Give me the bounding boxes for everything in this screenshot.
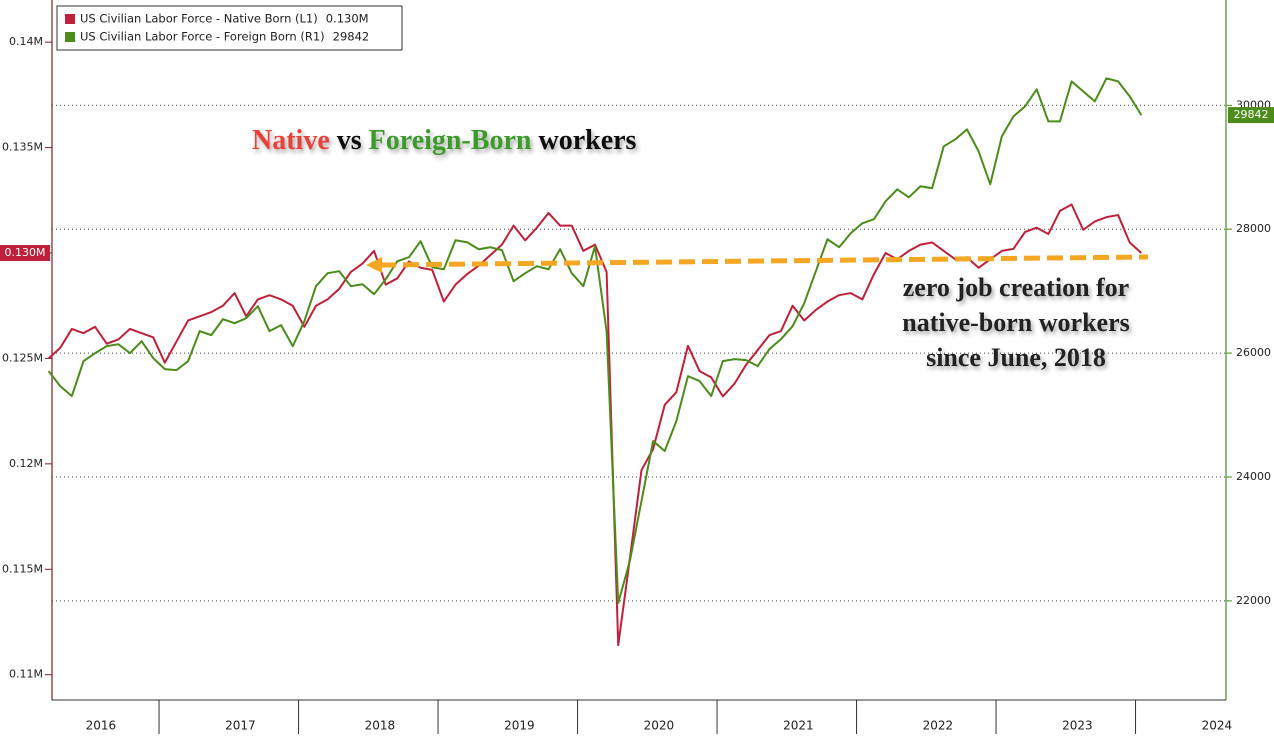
title-word: vs	[337, 125, 362, 156]
grid	[45, 41, 1232, 734]
title-word: workers	[538, 125, 636, 156]
y-tick-label: 0.12M	[9, 457, 43, 470]
x-tick-label: 2022	[923, 719, 954, 733]
y2-tick-label: 28000	[1236, 222, 1271, 235]
y-tick-label: 0.135M	[2, 141, 43, 154]
title-word: Native	[252, 125, 330, 156]
x-tick-label: 2019	[504, 719, 535, 733]
y2-tick-label: 26000	[1236, 346, 1271, 359]
annotation-line: zero job creation for	[903, 273, 1129, 302]
x-tick-label: 2024	[1202, 719, 1233, 733]
legend-box	[56, 5, 403, 51]
y-tick-label: 0.125M	[2, 351, 43, 364]
legend-value: 29842	[333, 30, 370, 44]
legend-value: 0.130M	[326, 12, 369, 26]
x-tick-label: 2017	[225, 719, 256, 733]
x-tick-label: 2018	[365, 719, 396, 733]
legend: US Civilian Labor Force - Native Born (L…	[56, 5, 403, 51]
arrow-head	[366, 257, 382, 273]
annotation-line: native-born workers	[902, 308, 1129, 337]
reference-dash	[379, 254, 1149, 268]
title-word: Foreign-Born	[369, 125, 532, 156]
title-space	[330, 125, 337, 156]
axis-tag-label: 29842	[1234, 108, 1269, 121]
legend-swatch	[65, 32, 75, 42]
y2-tick-label: 22000	[1236, 594, 1271, 607]
legend-label: US Civilian Labor Force - Foreign Born (…	[80, 30, 325, 44]
x-tick-label: 2023	[1062, 719, 1093, 733]
series-line	[47, 77, 1143, 604]
y2-tick-label: 24000	[1236, 470, 1271, 483]
title-space	[531, 125, 538, 156]
axis-tag-label: 0.130M	[5, 246, 46, 259]
annotation: zero job creation for native-born workers…	[902, 273, 1129, 372]
x-tick-label: 2020	[644, 719, 675, 733]
annotation-line: since June, 2018	[926, 343, 1106, 372]
axis-tag	[1228, 107, 1274, 124]
legend-label: US Civilian Labor Force - Native Born (L…	[80, 12, 318, 26]
y-tick-label: 0.115M	[2, 562, 43, 575]
axis-tag	[0, 245, 50, 262]
title-space	[362, 125, 369, 156]
series-line	[47, 203, 1143, 647]
y-tick-label: 0.11M	[9, 668, 43, 681]
x-tick-label: 2016	[86, 719, 117, 733]
legend-swatch	[65, 14, 75, 24]
chart-title: Native vs Foreign-Born workers	[252, 125, 637, 156]
reference-arrow	[366, 254, 1149, 273]
x-tick-label: 2021	[783, 719, 814, 733]
y-tick-label: 0.14M	[9, 35, 43, 48]
